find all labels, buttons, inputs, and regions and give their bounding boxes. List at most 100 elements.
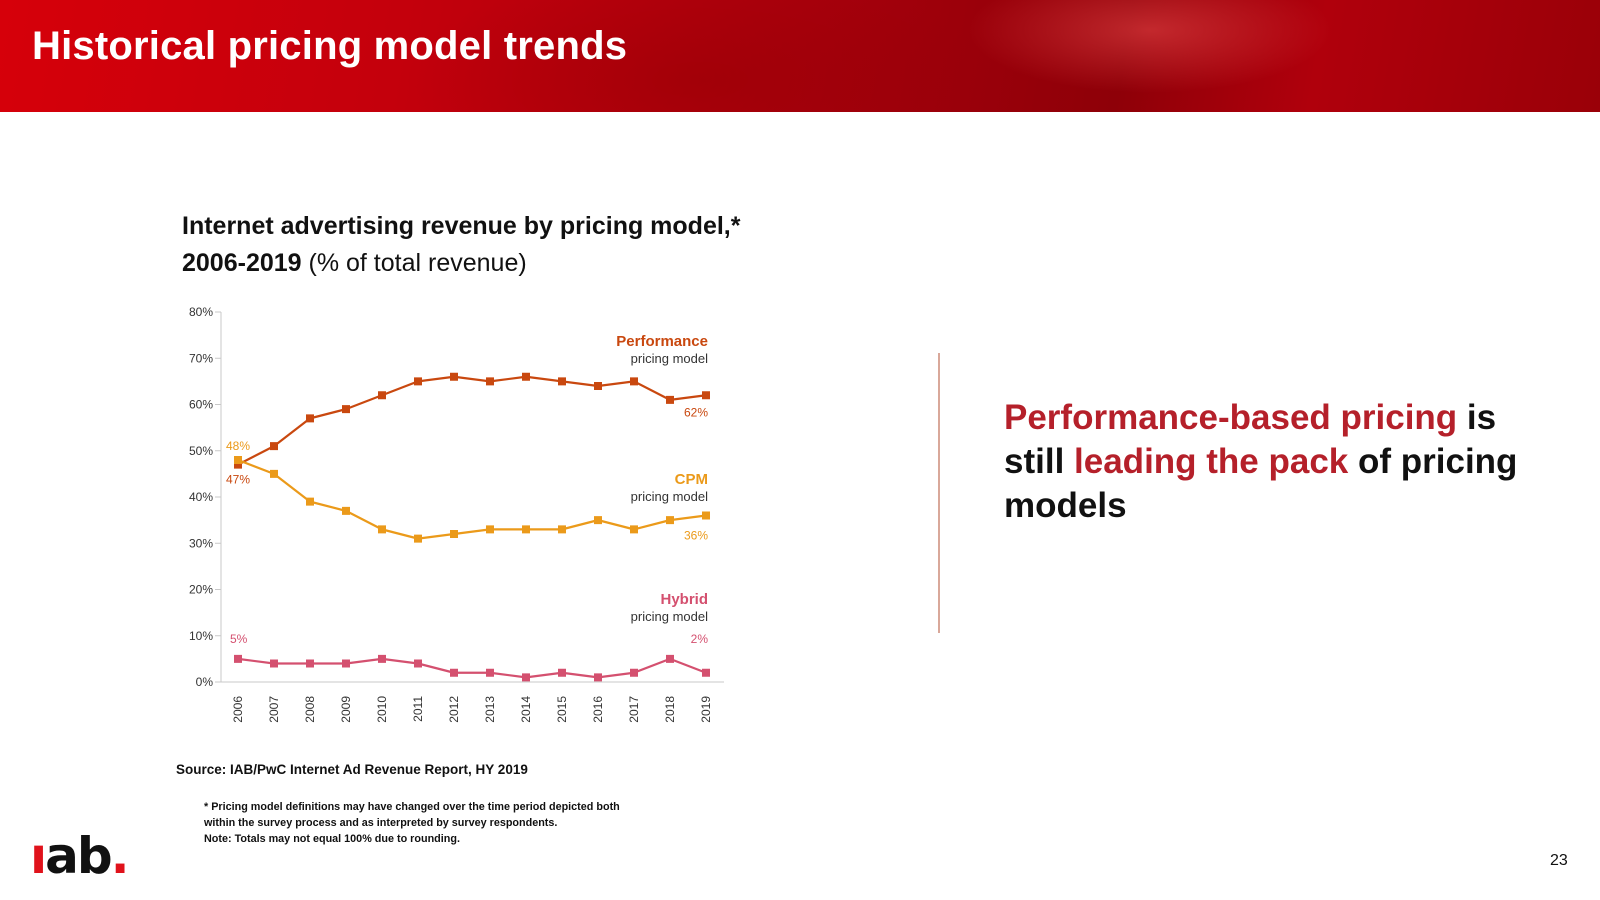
data-point-performance xyxy=(630,377,638,386)
series-line-performance xyxy=(237,375,707,466)
data-point-hybrid xyxy=(666,654,674,663)
x-tick-label: 2010 xyxy=(375,696,389,723)
y-tick-label: 30% xyxy=(189,536,213,550)
series-name-performance: Performance xyxy=(616,333,708,350)
data-point-cpm xyxy=(522,525,530,534)
chart-heading-years: 2006-2019 xyxy=(182,249,302,277)
logo-dot: . xyxy=(110,827,130,885)
y-tick-label: 50% xyxy=(189,444,213,458)
series-name-cpm: CPM xyxy=(675,471,708,488)
data-point-hybrid xyxy=(414,659,422,668)
data-point-performance xyxy=(594,382,602,390)
source-note: Source: IAB/PwC Internet Ad Revenue Repo… xyxy=(176,762,528,777)
chart-heading-line1: Internet advertising revenue by pricing … xyxy=(182,212,741,240)
page-number: 23 xyxy=(1550,852,1568,869)
data-point-hybrid xyxy=(270,659,278,668)
data-point-performance xyxy=(522,372,530,381)
data-point-performance xyxy=(486,377,494,386)
data-point-cpm xyxy=(414,534,422,543)
data-point-hybrid xyxy=(486,668,494,677)
data-point-cpm xyxy=(234,456,242,464)
y-tick-label: 10% xyxy=(189,629,213,643)
data-point-performance xyxy=(234,460,242,469)
callout-text-1: is still xyxy=(1004,398,1497,481)
data-point-hybrid xyxy=(306,659,314,668)
data-label-performance-end: 62% xyxy=(684,405,708,419)
chart-heading-line2: 2006-2019 (% of total revenue) xyxy=(182,245,822,282)
x-tick-label: 2017 xyxy=(627,696,641,723)
header-banner: Historical pricing model trends xyxy=(0,0,1600,112)
y-tick-label: 60% xyxy=(189,398,213,412)
data-point-performance xyxy=(270,442,278,451)
x-tick-label: 2011 xyxy=(411,696,425,722)
vertical-divider xyxy=(938,353,940,633)
x-tick-label: 2014 xyxy=(519,696,533,723)
logo-i: ı xyxy=(30,827,47,885)
data-point-cpm xyxy=(306,497,314,506)
iab-logo: ıab. xyxy=(30,827,130,885)
series-line-cpm xyxy=(237,458,707,540)
data-point-hybrid xyxy=(630,668,638,677)
data-point-hybrid xyxy=(522,673,530,682)
footnote-line-3: Note: Totals may not equal 100% due to r… xyxy=(204,833,460,845)
data-point-hybrid xyxy=(702,668,710,677)
data-point-hybrid xyxy=(450,668,458,677)
data-point-cpm xyxy=(558,525,566,534)
y-tick-label: 20% xyxy=(189,583,213,597)
footnote-line-1: * Pricing model definitions may have cha… xyxy=(204,801,620,813)
callout-highlight-1: Performance-based pricing xyxy=(1004,398,1458,437)
callout-highlight-2: leading the pack xyxy=(1074,442,1349,481)
data-label-cpm-start: 48% xyxy=(226,439,250,453)
x-tick-label: 2006 xyxy=(231,696,245,723)
x-tick-label: 2008 xyxy=(303,696,317,723)
key-takeaway: Performance-based pricing is still leadi… xyxy=(1004,396,1544,528)
data-label-hybrid-start: 5% xyxy=(230,632,248,646)
footnote-line-2: within the survey process and as interpr… xyxy=(204,817,558,829)
footnote: * Pricing model definitions may have cha… xyxy=(204,799,620,847)
data-point-performance xyxy=(378,391,386,400)
data-point-performance xyxy=(666,395,674,404)
series-line-hybrid xyxy=(237,657,707,679)
data-point-cpm xyxy=(666,516,674,525)
x-tick-label: 2013 xyxy=(483,696,497,723)
logo-text: ab xyxy=(45,827,113,885)
data-point-performance xyxy=(450,372,458,381)
y-tick-label: 70% xyxy=(189,351,213,365)
data-point-cpm xyxy=(450,530,458,538)
x-tick-label: 2019 xyxy=(699,696,713,723)
x-tick-label: 2007 xyxy=(267,696,281,723)
data-point-hybrid xyxy=(594,673,602,682)
data-point-hybrid xyxy=(342,659,350,668)
callout-text-2: of pricing models xyxy=(1004,442,1518,525)
data-label-hybrid-end: 2% xyxy=(691,632,709,646)
series-sublabel-hybrid: pricing model xyxy=(631,609,708,624)
data-point-performance xyxy=(414,377,422,386)
data-point-cpm xyxy=(630,525,638,534)
x-tick-label: 2015 xyxy=(555,696,569,723)
data-point-performance xyxy=(702,391,710,400)
data-label-performance-start: 47% xyxy=(226,473,250,487)
data-point-performance xyxy=(306,414,314,423)
data-point-cpm xyxy=(594,516,602,525)
y-tick-label: 40% xyxy=(189,490,213,504)
y-tick-label: 80% xyxy=(189,305,213,319)
chart-heading: Internet advertising revenue by pricing … xyxy=(182,208,822,282)
line-chart: 0% 10% 20% 30% 40% 50% 60% 70% 80% 2006 2007 2008 20… xyxy=(189,305,724,723)
chart-heading-unit: (% of total revenue) xyxy=(301,249,527,277)
x-tick-label: 2016 xyxy=(591,696,605,723)
series-sublabel-cpm: pricing model xyxy=(631,489,708,504)
page-title: Historical pricing model trends xyxy=(32,24,628,68)
data-point-performance xyxy=(558,377,566,386)
series-name-hybrid: Hybrid xyxy=(660,591,708,608)
data-point-hybrid xyxy=(234,654,242,663)
y-tick-label: 0% xyxy=(196,675,214,689)
data-point-cpm xyxy=(342,506,350,515)
data-label-cpm-end: 36% xyxy=(684,529,708,543)
data-point-cpm xyxy=(486,525,494,534)
x-tick-label: 2018 xyxy=(663,696,677,723)
series-sublabel-performance: pricing model xyxy=(631,351,708,366)
x-tick-label: 2012 xyxy=(447,696,461,723)
data-point-performance xyxy=(342,405,350,414)
data-point-cpm xyxy=(378,525,386,534)
data-point-cpm xyxy=(702,511,710,520)
